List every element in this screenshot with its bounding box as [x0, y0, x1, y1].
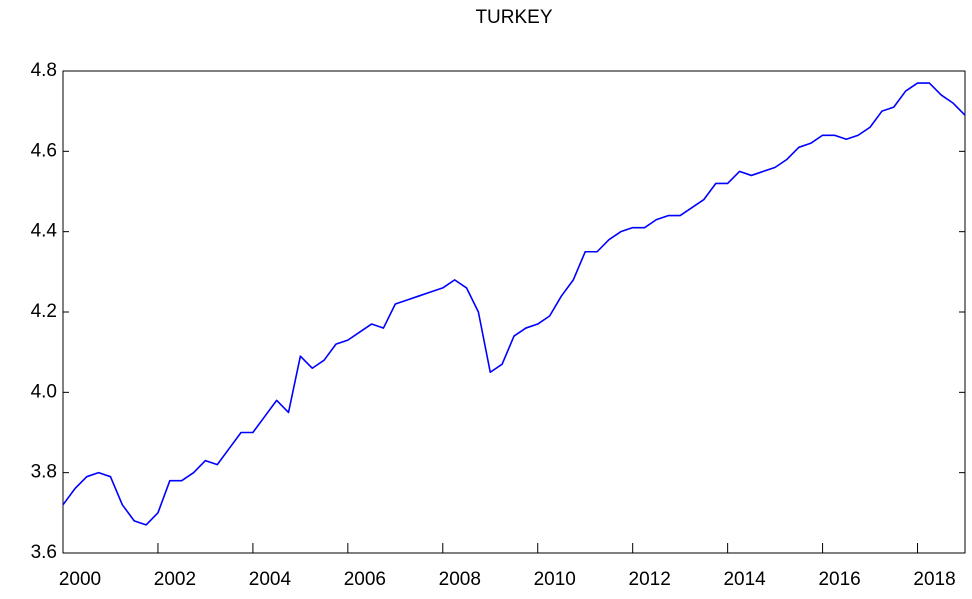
x-tick-label: 2014 — [723, 569, 766, 590]
x-tick-label: 2008 — [439, 569, 481, 590]
x-tick-label: 2004 — [249, 569, 292, 590]
x-tick-label: 2018 — [913, 569, 955, 590]
y-tick-label: 3.8 — [31, 462, 57, 483]
y-tick-label: 4.0 — [31, 381, 57, 402]
x-tick-label: 2006 — [344, 569, 386, 590]
x-tick-label: 2002 — [154, 569, 196, 590]
y-tick-label: 4.4 — [31, 221, 58, 242]
chart-title: TURKEY — [475, 7, 552, 28]
y-tick-label: 4.2 — [31, 301, 57, 322]
x-tick-label: 2016 — [818, 569, 860, 590]
x-tick-label: 2000 — [59, 569, 101, 590]
x-tick-label: 2010 — [534, 569, 576, 590]
x-tick-label: 2012 — [629, 569, 671, 590]
y-tick-label: 4.6 — [31, 140, 57, 161]
y-tick-label: 4.8 — [31, 60, 57, 81]
plot-frame — [62, 70, 966, 554]
y-tick-label: 3.6 — [31, 542, 57, 563]
line-series — [62, 82, 966, 526]
